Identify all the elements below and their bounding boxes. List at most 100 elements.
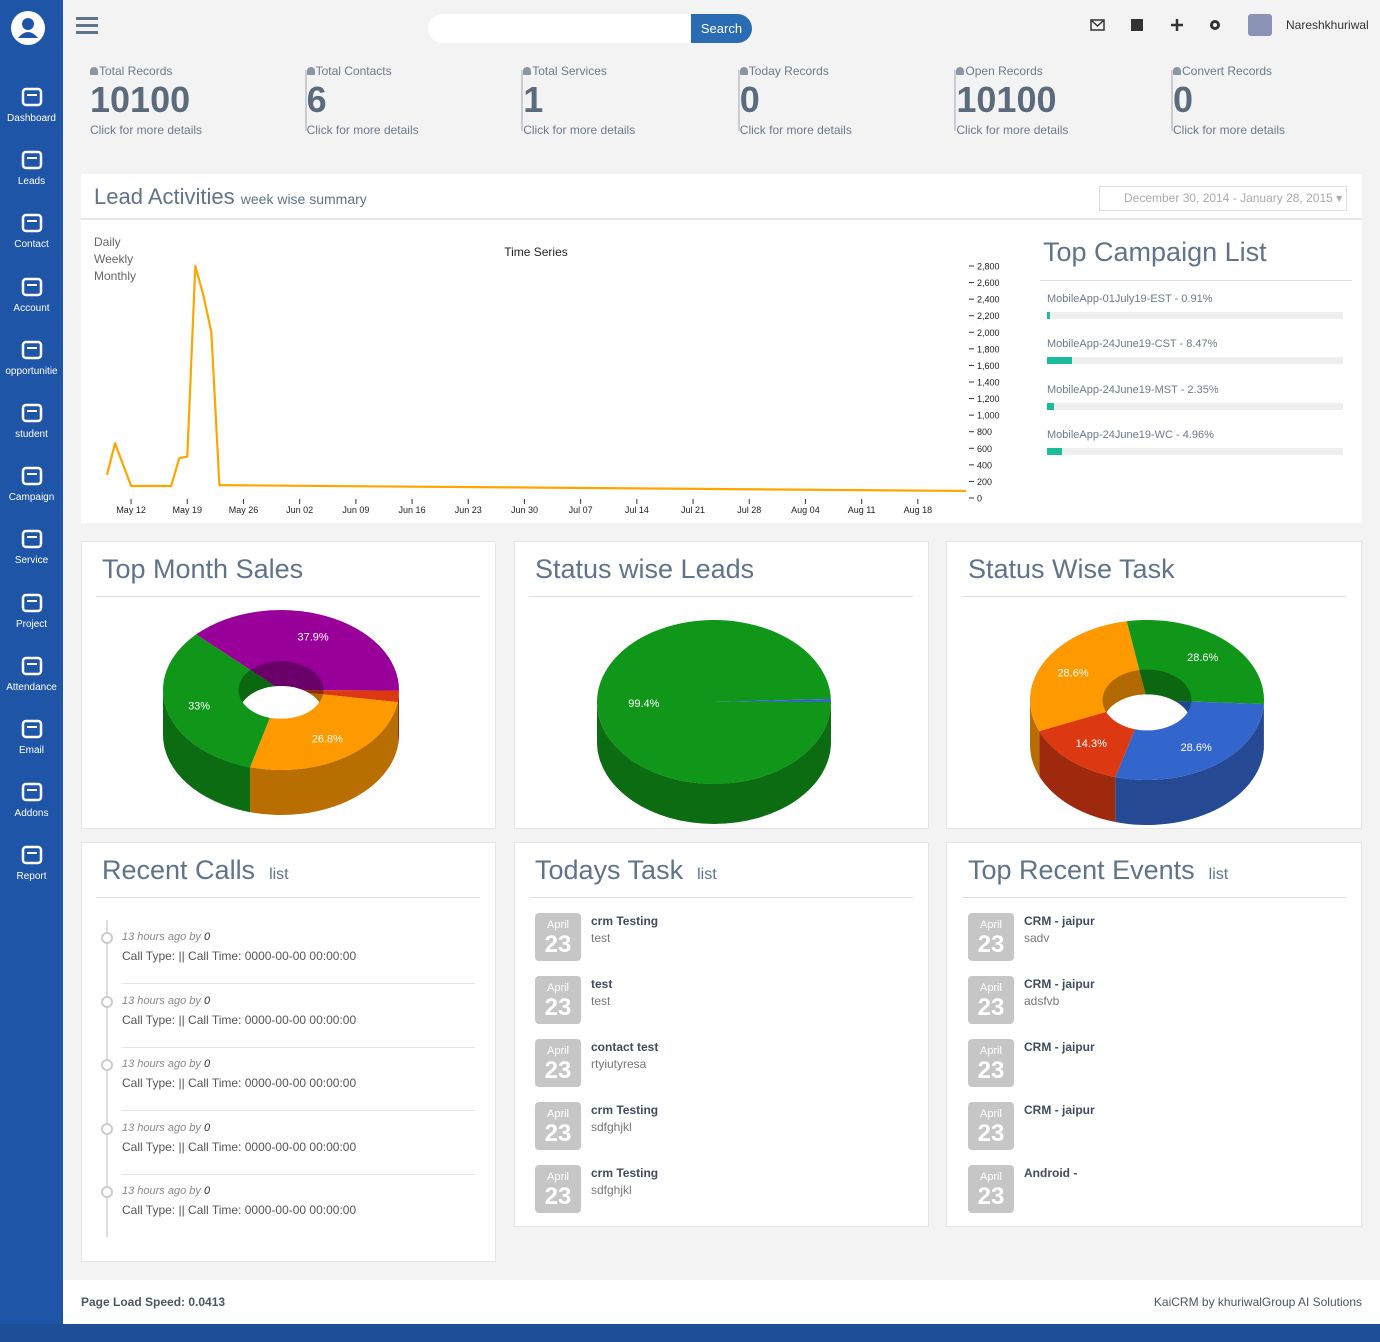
progress-track xyxy=(1047,447,1343,455)
stat-link[interactable]: Click for more details xyxy=(523,123,636,137)
timeline-dot xyxy=(101,1186,113,1198)
item-title[interactable]: contact test xyxy=(591,1040,659,1054)
user-name[interactable]: Nareshkhuriwal xyxy=(1286,18,1369,32)
item-desc: sdfghjkl xyxy=(591,1120,632,1134)
badge-day: 23 xyxy=(544,1057,572,1084)
icon-shape xyxy=(27,283,37,286)
search-input[interactable] xyxy=(428,14,698,43)
item-title[interactable]: CRM - jaipur xyxy=(1024,1040,1095,1054)
stat-value: 6 xyxy=(306,79,327,120)
sidebar-label: Leads xyxy=(17,176,46,188)
stat-label: Open Records xyxy=(965,64,1043,78)
sidebar-label: Email xyxy=(18,745,44,756)
stat-link[interactable]: Click for more details xyxy=(90,123,203,137)
sidebar-item[interactable]: Project xyxy=(0,591,63,639)
icon-shape xyxy=(21,87,43,107)
period-option[interactable]: Monthly xyxy=(94,268,137,283)
timeline-dot xyxy=(101,995,113,1008)
stat-value: 0 xyxy=(739,79,760,120)
sidebar-item[interactable]: Contact xyxy=(0,211,63,259)
stat-value: 0 xyxy=(1173,79,1194,120)
stat-link[interactable]: Click for more details xyxy=(739,123,852,137)
item-title[interactable]: test xyxy=(591,977,613,991)
sidebar-icon xyxy=(21,656,43,676)
icon-shape xyxy=(21,846,43,865)
call-time: 13 hours ago by 0 xyxy=(122,931,210,943)
sidebar-item[interactable]: Addons xyxy=(0,780,63,828)
period-option[interactable]: Weekly xyxy=(94,251,134,266)
sidebar-item[interactable]: opportunitie xyxy=(0,338,63,386)
avatar-icon[interactable] xyxy=(10,10,46,46)
sidebar-icon xyxy=(21,593,43,612)
icon-shape xyxy=(21,403,43,423)
separator xyxy=(954,70,957,131)
sidebar-item[interactable]: Service xyxy=(0,527,63,575)
item-title[interactable]: crm Testing xyxy=(591,914,659,928)
item-title[interactable]: crm Testing xyxy=(591,1166,659,1180)
sidebar-icon xyxy=(21,277,43,296)
badge-month: April xyxy=(546,919,569,931)
timeline-dot xyxy=(101,932,113,944)
stat-value: 10100 xyxy=(90,79,191,120)
icon-shape xyxy=(21,782,43,802)
date-badge: April 23 xyxy=(535,1102,581,1150)
icon-shape xyxy=(21,340,43,360)
progress-bar xyxy=(1047,312,1050,319)
badge-day: 23 xyxy=(544,1183,572,1210)
sidebar-label: Dashboard xyxy=(7,113,56,124)
icon-shape xyxy=(27,599,37,602)
badge-day: 23 xyxy=(977,931,1005,958)
item-title[interactable]: CRM - jaipur xyxy=(1024,977,1095,991)
date-badge: April 23 xyxy=(968,1039,1014,1087)
call-detail: Call Type: || Call Time: 0000-00-00 00:0… xyxy=(122,1076,357,1090)
panel-title: Status Wise Task xyxy=(968,554,1175,584)
item-title[interactable]: Android - xyxy=(1024,1166,1078,1180)
campaign-label: MobileApp-24June19-CST - 8.47% xyxy=(1047,338,1218,351)
period-option[interactable]: Daily xyxy=(94,235,121,249)
separator xyxy=(304,70,307,131)
sidebar-item[interactable]: Email xyxy=(0,717,63,765)
stat-link[interactable]: Click for more details xyxy=(1173,123,1286,137)
date-badge: April 23 xyxy=(535,1039,581,1087)
badge-day: 23 xyxy=(544,931,572,958)
tasks-panel xyxy=(514,842,929,1227)
badge-day: 23 xyxy=(977,1120,1005,1147)
sidebar-item[interactable]: Campaign xyxy=(0,464,63,512)
search-button[interactable]: Search xyxy=(691,14,752,43)
item-title[interactable]: CRM - jaipur xyxy=(1024,914,1095,928)
sidebar-label: Report xyxy=(16,871,47,883)
icon-shape xyxy=(21,593,43,612)
date-range-button[interactable]: December 30, 2014 - January 28, 2015 ▾ xyxy=(1099,186,1347,211)
sidebar-icon xyxy=(21,846,43,865)
progress-track xyxy=(1047,402,1343,410)
sidebar-item[interactable]: Report xyxy=(0,843,63,891)
sidebar-item[interactable]: student xyxy=(0,401,63,449)
divider xyxy=(529,596,913,597)
subtitle-text: list xyxy=(1208,866,1229,883)
topbar-icons[interactable] xyxy=(1088,16,1228,36)
sidebar-label: Service xyxy=(14,555,49,567)
stat-link[interactable]: Click for more details xyxy=(306,123,419,137)
icon-shape xyxy=(27,726,37,728)
stat-link[interactable]: Click for more details xyxy=(956,123,1069,137)
sidebar-label: Campaign xyxy=(8,492,55,504)
sidebar-item[interactable]: Account xyxy=(0,275,63,323)
user-avatar[interactable] xyxy=(1248,14,1272,36)
separator xyxy=(122,1173,475,1175)
badge-month: April xyxy=(546,1171,569,1183)
icon-shape xyxy=(27,852,37,855)
call-detail: Call Type: || Call Time: 0000-00-00 00:0… xyxy=(122,1139,357,1154)
badge-day: 23 xyxy=(977,1057,1005,1084)
item-title[interactable]: crm Testing xyxy=(591,1103,659,1117)
call-time: 13 hours ago by 0 xyxy=(122,995,210,1007)
menu-icon[interactable] xyxy=(76,16,98,36)
sidebar-item[interactable]: Attendance xyxy=(0,654,63,702)
title-text: Lead Activities xyxy=(94,184,235,209)
sidebar-item[interactable]: Leads xyxy=(0,148,63,196)
item-title[interactable]: CRM - jaipur xyxy=(1024,1103,1095,1117)
date-badge: April 23 xyxy=(535,976,581,1024)
divider xyxy=(96,897,480,898)
sidebar-item[interactable]: Dashboard xyxy=(0,85,63,133)
sidebar-label: Project xyxy=(15,618,48,630)
